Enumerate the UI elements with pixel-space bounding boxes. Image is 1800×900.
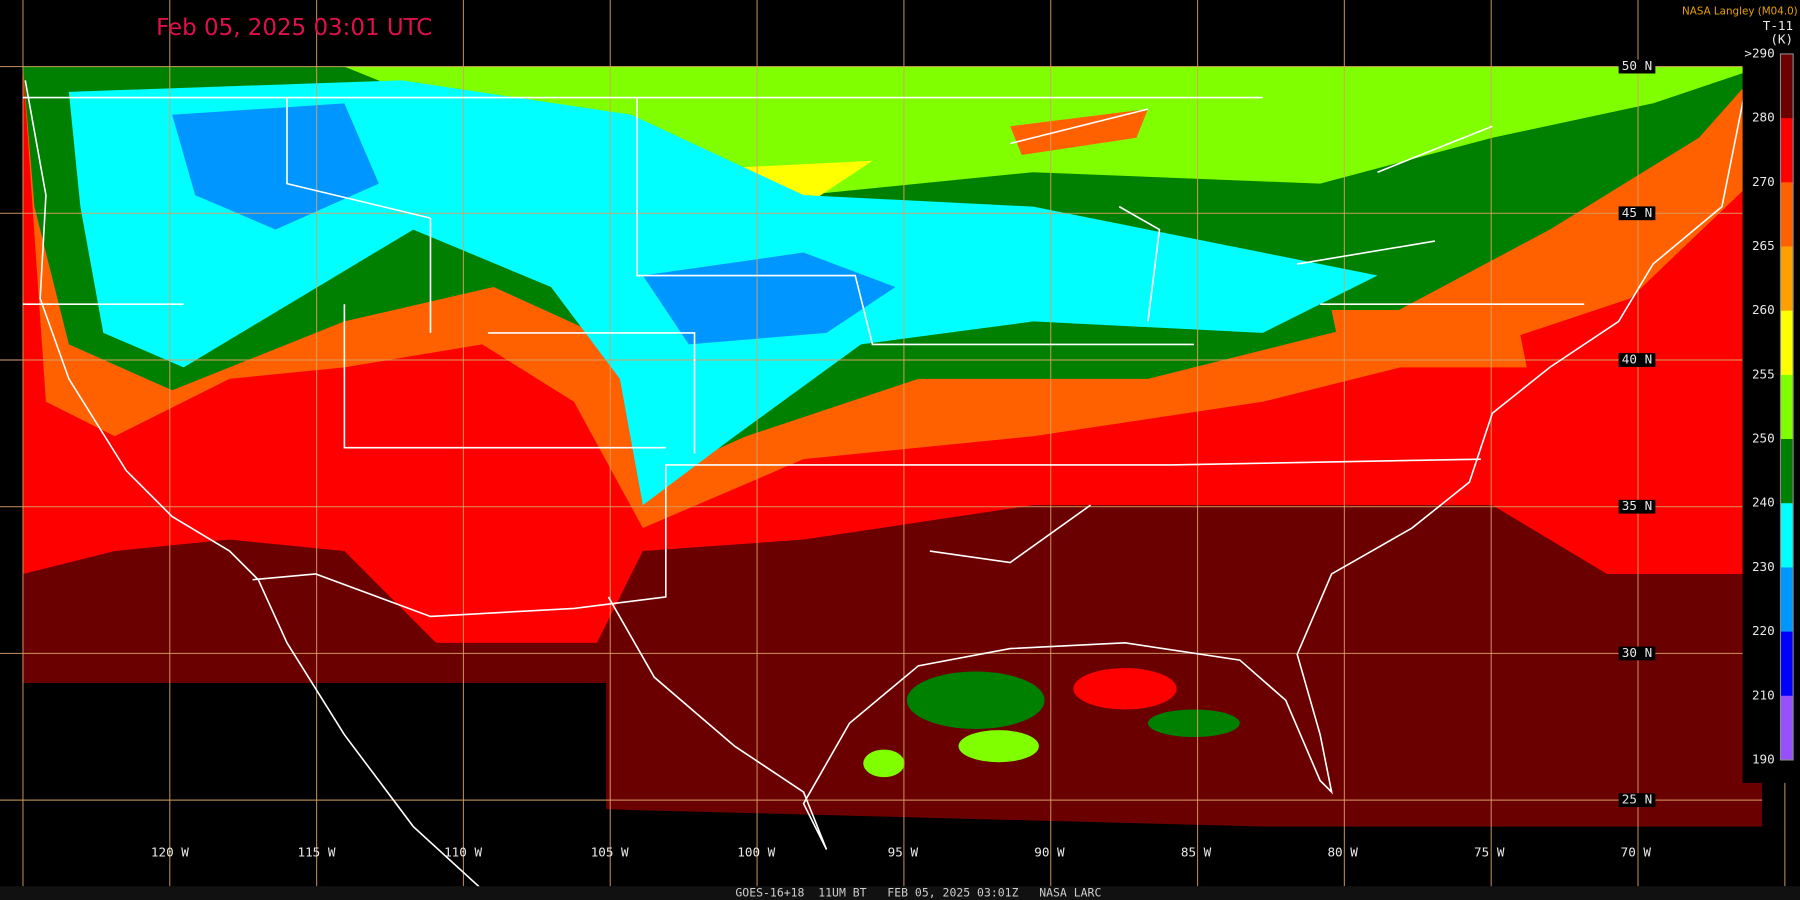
state-borders: [22, 97, 1585, 618]
cloud-cluster: [1147, 709, 1240, 737]
colorbar-segment: [1780, 631, 1794, 697]
cloud-cluster: [958, 730, 1039, 763]
gulf-east-coast: [607, 91, 1746, 850]
colorbar-label: 220: [1752, 623, 1775, 638]
latitude-labels: 50 N 45 N 40 N 35 N 30 N 25 N: [1618, 58, 1656, 808]
colorbar-label: 260: [1752, 302, 1775, 317]
footer: GOES-16+18 11UM BT FEB 05, 2025 03:01Z N…: [735, 886, 1101, 900]
longitude-label: 110 W: [444, 844, 482, 859]
latitude-label: 50 N: [1622, 58, 1652, 73]
label-bg: [1618, 59, 1656, 74]
label-bg: [1618, 499, 1656, 514]
latitude-label: 35 N: [1622, 498, 1652, 513]
longitude-label: 70 W: [1621, 844, 1652, 859]
label-bg: [1618, 646, 1656, 661]
boundaries: [22, 80, 1746, 900]
colorbar-segment: [1780, 567, 1794, 633]
colorbar-frame: [1779, 53, 1794, 761]
colorbar-title: T-11: [1763, 18, 1793, 33]
longitude-label: 85 W: [1181, 844, 1212, 859]
colorbar: >290 280 270 265 260 255 250 240 230 220 210 190: [1744, 45, 1794, 766]
timestamp: Feb 05, 2025 03:01 UTC: [156, 15, 432, 41]
cloud-cluster: [1073, 668, 1177, 710]
colorbar-segment: [1780, 246, 1794, 312]
longitude-label: 80 W: [1327, 844, 1358, 859]
colorbar-label: 265: [1752, 238, 1775, 253]
border-lines: [22, 96, 1493, 265]
blue-area: [172, 103, 379, 230]
longitude-labels: 120 W 115 W 110 W 105 W 100 W 95 W 90 W 85 W 80 …: [151, 844, 1652, 859]
colorbar-label: 210: [1752, 687, 1775, 702]
cloud-cluster: [863, 749, 905, 778]
colorbar-segment: [1780, 53, 1794, 119]
cloud-cluster: [906, 671, 1045, 729]
colorbar-segment: [1780, 374, 1794, 440]
longitude-label: 100 W: [737, 844, 775, 859]
label-bg: [1618, 793, 1656, 808]
colorbar-segment: [1780, 310, 1794, 376]
west-coast: [24, 80, 495, 900]
orange-area: [1331, 309, 1527, 368]
colorbar-segment: [1780, 503, 1794, 568]
colorbar-label: >290: [1744, 45, 1774, 60]
colorbar-segment: [1780, 118, 1794, 183]
label-bg: [1618, 206, 1656, 221]
credit: NASA Langley (M04.0): [1682, 5, 1798, 17]
colorbar-unit: (K): [1770, 32, 1793, 47]
colorbar-label: 280: [1752, 110, 1775, 125]
colorbar-label: 250: [1752, 431, 1775, 446]
colorbar-label: 230: [1752, 559, 1775, 574]
colorbar-label: 255: [1752, 366, 1775, 381]
colorbar-segment: [1780, 695, 1794, 761]
colorbar-segment: [1780, 439, 1794, 504]
colorbar-label: 240: [1752, 495, 1775, 510]
longitude-label: 120 W: [151, 844, 189, 859]
label-bg: [1618, 353, 1656, 367]
longitude-label: 90 W: [1034, 844, 1065, 859]
latitude-label: 25 N: [1622, 792, 1652, 807]
colorbar-label: 190: [1752, 751, 1775, 766]
latitude-label: 30 N: [1622, 645, 1652, 660]
longitude-label: 115 W: [298, 844, 336, 859]
longitude-label: 95 W: [888, 844, 919, 859]
colorbar-segment: [1780, 182, 1794, 248]
footer-band: [0, 886, 1800, 900]
longitude-label: 105 W: [591, 844, 629, 859]
colorbar-label: 270: [1752, 174, 1775, 189]
latitude-label: 40 N: [1622, 352, 1652, 367]
imagery: [22, 66, 1763, 827]
orange-area: [1010, 109, 1148, 155]
longitude-label: 75 W: [1474, 844, 1505, 859]
latitude-label: 45 N: [1622, 205, 1652, 220]
